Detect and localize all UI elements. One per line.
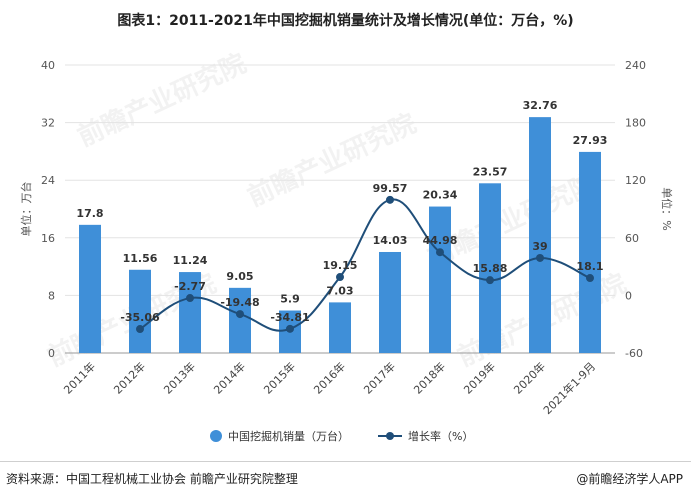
x-tick-label: 2018年 — [411, 359, 448, 396]
line-point — [486, 276, 494, 285]
bar-value-label: 7.03 — [326, 284, 353, 297]
footer-divider — [0, 461, 691, 462]
line-point — [136, 325, 144, 334]
bar-value-label: 27.93 — [573, 134, 608, 147]
bar-value-label: 23.57 — [473, 165, 508, 178]
bar-value-label: 11.56 — [123, 252, 158, 265]
chart: 0 8 16 24 32 40 -60 0 60 120 180 240 单位：万台 单位：% 2011年 2… — [19, 59, 674, 443]
x-tick-label: 2011年 — [61, 359, 98, 396]
bar — [579, 151, 601, 353]
chart-title: 图表1：2011-2021年中国挖掘机销量统计及增长情况(单位：万台，%) — [117, 13, 574, 29]
bar — [129, 269, 151, 353]
bar — [79, 224, 101, 353]
bar-value-label: 14.03 — [373, 234, 408, 247]
line-point — [336, 273, 344, 282]
y-left-tick-label: 32 — [41, 117, 55, 130]
bar-value-label: 11.24 — [173, 254, 208, 267]
y-right-axis-title: 单位：% — [660, 187, 674, 230]
line-point — [186, 294, 194, 303]
x-tick-label: 2014年 — [211, 359, 248, 396]
bar — [379, 251, 401, 353]
x-tick-label: 2019年 — [461, 359, 498, 396]
bar — [229, 287, 251, 353]
credit-note: @前瞻经济学人APP — [576, 472, 683, 486]
bar-value-label: 17.8 — [76, 207, 103, 220]
bar-value-label: 20.34 — [423, 189, 458, 202]
bar-value-label: 5.9 — [280, 293, 300, 306]
x-tick-label: 2015年 — [261, 359, 298, 396]
x-tick-label: 2012年 — [111, 359, 148, 396]
line-value-label: -34.81 — [270, 311, 309, 324]
line-value-label: 19.15 — [323, 259, 358, 272]
bar-value-label: 9.05 — [226, 270, 253, 283]
y-left-axis-title: 单位：万台 — [19, 182, 33, 237]
y-right-tick-label: 120 — [625, 174, 646, 187]
x-tick-label: 2017年 — [361, 359, 398, 396]
y-left-tick-label: 8 — [48, 289, 55, 302]
line-value-label: -19.48 — [220, 296, 259, 309]
x-tick-label: 2021年1-9月 — [540, 359, 598, 417]
legend-bar-label: 中国挖掘机销量（万台） — [228, 429, 349, 443]
line-value-label: 15.88 — [473, 262, 508, 275]
bar — [479, 183, 501, 353]
line-point — [536, 253, 544, 262]
bar — [429, 206, 451, 353]
line-value-label: 18.1 — [576, 260, 603, 273]
y-left-tick-label: 0 — [48, 347, 55, 360]
line-point — [286, 324, 294, 333]
x-tick-label: 2013年 — [161, 359, 198, 396]
bar — [329, 302, 351, 353]
y-right-tick-label: 60 — [625, 232, 639, 245]
line-point — [436, 248, 444, 257]
line-value-label: -35.06 — [120, 311, 160, 324]
x-tick-label: 2016年 — [311, 359, 348, 396]
line-value-label: 44.98 — [423, 234, 458, 247]
line-point — [586, 274, 594, 283]
line-value-label: 39 — [532, 240, 547, 253]
line-value-label: 99.57 — [373, 182, 408, 195]
line-value-label: -2.77 — [174, 280, 206, 293]
y-left-tick-label: 16 — [41, 232, 55, 245]
y-right-tick-label: 0 — [625, 289, 632, 302]
y-left-tick-label: 24 — [41, 174, 55, 187]
x-tick-label: 2020年 — [511, 359, 548, 396]
line-point — [236, 310, 244, 319]
source-note: 资料来源：中国工程机械工业协会 前瞻产业研究院整理 — [6, 472, 298, 486]
legend-line-dot — [386, 432, 394, 440]
bar-value-label: 32.76 — [523, 99, 558, 112]
legend-bar-marker — [210, 430, 222, 442]
y-left-tick-label: 40 — [41, 59, 55, 72]
bar — [529, 117, 551, 354]
legend-line-label: 增长率（%） — [408, 429, 473, 443]
bar — [179, 272, 201, 353]
y-right-tick-label: -60 — [625, 347, 643, 360]
y-right-tick-label: 240 — [625, 59, 646, 72]
growth-rate-line — [139, 198, 591, 332]
line-point — [386, 195, 394, 204]
y-right-tick-label: 180 — [625, 117, 646, 130]
